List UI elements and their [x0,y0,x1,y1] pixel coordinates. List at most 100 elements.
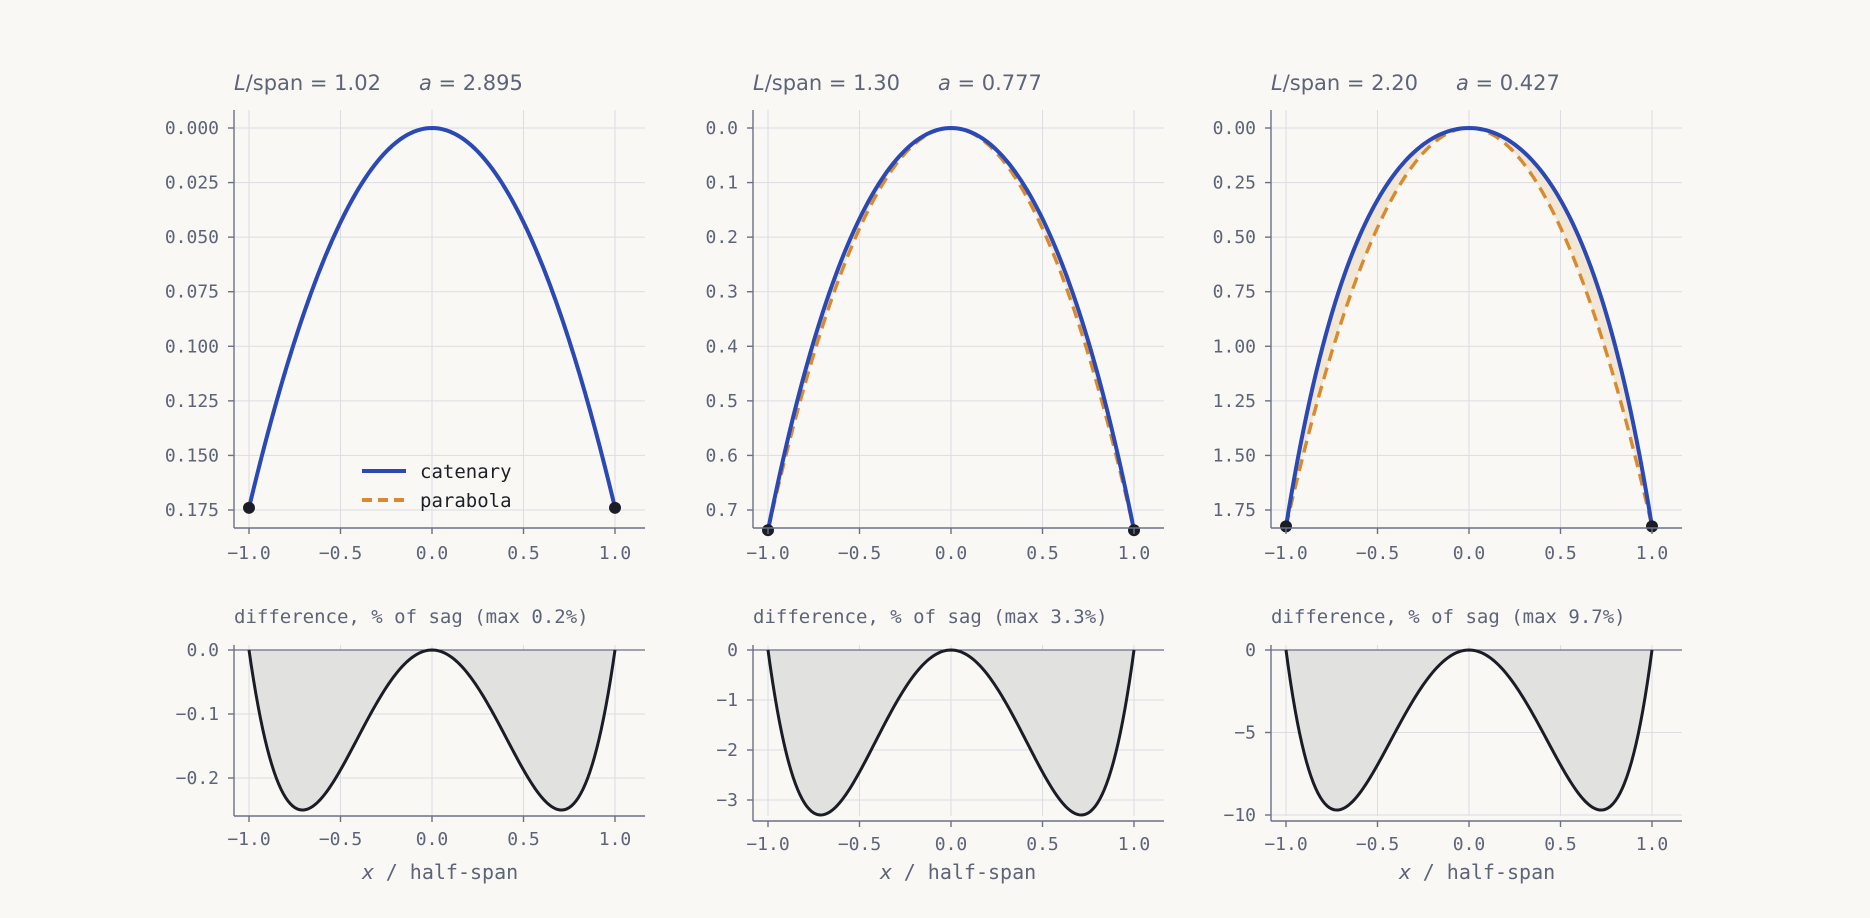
difference-line [1284,648,1654,812]
panel-3: L/span = 2.20 a = 0.427 0.000.250.500.751… [1213,71,1682,884]
difference-line [247,648,617,812]
x-tick-label: 0.5 [1026,543,1059,564]
y-tick-label: 0 [1245,640,1256,661]
y-tick-label: 1.25 [1213,391,1256,412]
difference-fill [768,650,1134,815]
y-tick-label: 0.150 [165,445,219,466]
parabola-line [1284,126,1654,527]
x-tick-label: −1.0 [1264,543,1307,564]
panel-2: L/span = 1.30 a = 0.777 0.00.10.20.30.40.… [705,71,1164,884]
y-tick-label: 0.025 [165,173,219,194]
x-tick-label: −1.0 [227,829,270,850]
panel-1: L/span = 1.02 a = 2.895 0.0000.0250.0500.… [165,71,645,884]
x-tick-label: 0.0 [416,543,449,564]
y-tick-label: 0.2 [705,227,738,248]
x-tick-label: 0.5 [507,543,540,564]
y-tick-label: 0.175 [165,500,219,521]
panel-3-title: L/span = 2.20 a = 0.427 [1271,71,1560,95]
catenary-line [247,125,617,509]
y-tick-label: 1.75 [1213,500,1256,521]
x-tick-label: 1.0 [1636,543,1669,564]
x-tick-label: 1.0 [1118,834,1151,855]
x-tick-label: −0.5 [1356,543,1399,564]
x-tick-label: −0.5 [319,543,362,564]
x-tick-label: 0.5 [1026,834,1059,855]
y-tick-label: 0.7 [705,500,738,521]
x-tick-label: 0.5 [507,829,540,850]
endpoint-marker [243,501,255,514]
catenary-line [1284,125,1654,527]
x-tick-label: 0.0 [1453,543,1486,564]
y-tick-label: 0 [727,640,738,661]
x-tick-label: 1.0 [599,543,632,564]
x-tick-label: 0.0 [935,834,968,855]
x-tick-label: −1.0 [746,834,789,855]
y-tick-label: 0.0 [705,118,738,139]
y-tick-label: 0.3 [705,282,738,303]
y-tick-label: −5 [1234,723,1256,744]
panel-3-difference-title: difference, % of sag (max 9.7%) [1271,606,1626,628]
y-tick-label: 0.5 [705,391,738,412]
x-tick-label: 1.0 [1636,834,1669,855]
x-tick-label: 1.0 [599,829,632,850]
y-tick-label: −0.2 [176,768,219,789]
panel-3-top-plot: 0.00 0.25 0.50 0.75 1.00 1.25 1.50 1.75 −1.0 −0.5… [1213,110,1682,564]
x-tick-label: 0.5 [1544,834,1577,855]
x-tick-label: −0.5 [838,834,881,855]
y-tick-label: 0.25 [1213,173,1256,194]
y-tick-label: −1 [716,690,738,711]
y-tick-label: −3 [716,790,738,811]
y-tick-label: 0.125 [165,391,219,412]
y-tick-label: 0.100 [165,336,219,357]
endpoint-marker [1646,520,1658,533]
y-tick-label: 1.00 [1213,336,1256,357]
panel-1-legend: catenary parabola [362,461,512,512]
x-tick-label: 0.0 [1453,834,1486,855]
x-tick-label: −0.5 [1356,834,1399,855]
x-tick-label: −1.0 [1264,834,1307,855]
y-tick-label: 0.1 [705,173,738,194]
legend-catenary-label: catenary [420,461,512,483]
legend-parabola-label: parabola [420,490,512,512]
difference-fill [1286,650,1652,811]
x-tick-label: −1.0 [227,543,270,564]
x-tick-label: 0.0 [935,543,968,564]
x-tick-label: 0.0 [416,829,449,850]
panel-1-title: L/span = 1.02 a = 2.895 [234,71,523,95]
panel-2-title: L/span = 1.30 a = 0.777 [753,71,1042,95]
panel-1-difference-title: difference, % of sag (max 0.2%) [234,606,589,628]
y-tick-label: 0.6 [705,445,738,466]
difference-line [766,648,1136,817]
y-tick-label: 1.50 [1213,445,1256,466]
x-tick-label: 0.5 [1544,543,1577,564]
panel-2-difference-plot: 0 −1 −2 −3 −1.0 −0.5 0.0 0.5 1.0 [716,640,1164,855]
x-tick-label: −0.5 [838,543,881,564]
difference-fill [249,650,615,810]
panel-1-top-plot: 0.000 0.025 0.050 0.075 0.100 0.125 0.150 0.175… [165,110,645,564]
y-tick-label: 0.75 [1213,282,1256,303]
endpoint-marker [1280,520,1292,533]
panel-3-difference-plot: 0 −5 −10 −1.0 −0.5 0.0 0.5 1.0 [1223,640,1682,855]
y-tick-label: 0.50 [1213,227,1256,248]
y-tick-label: 0.0 [186,640,219,661]
panel-2-difference-title: difference, % of sag (max 3.3%) [753,606,1108,628]
panel-3-xlabel: x / half-span [1398,860,1555,884]
panel-1-xlabel: x / half-span [361,860,518,884]
panel-2-top-plot: 0.0 0.1 0.2 0.3 0.4 0.5 0.6 0.7 −1.0 −0.5 0.0 0.5 1.… [705,110,1164,564]
panel-1-difference-plot: 0.0 −0.1 −0.2 −1.0 −0.5 0.0 0.5 1.0 [176,640,645,850]
catenary-line [766,125,1136,531]
y-tick-label: 0.000 [165,118,219,139]
y-tick-label: −10 [1223,805,1256,826]
y-tick-label: 0.00 [1213,118,1256,139]
x-tick-label: −1.0 [746,543,789,564]
panel-2-xlabel: x / half-span [879,860,1036,884]
y-tick-label: −0.1 [176,704,219,725]
y-tick-label: 0.050 [165,227,219,248]
endpoint-marker [609,501,621,514]
y-tick-label: −2 [716,740,738,761]
x-tick-label: 1.0 [1118,543,1151,564]
y-tick-label: 0.075 [165,282,219,303]
x-tick-label: −0.5 [319,829,362,850]
y-tick-label: 0.4 [705,336,738,357]
